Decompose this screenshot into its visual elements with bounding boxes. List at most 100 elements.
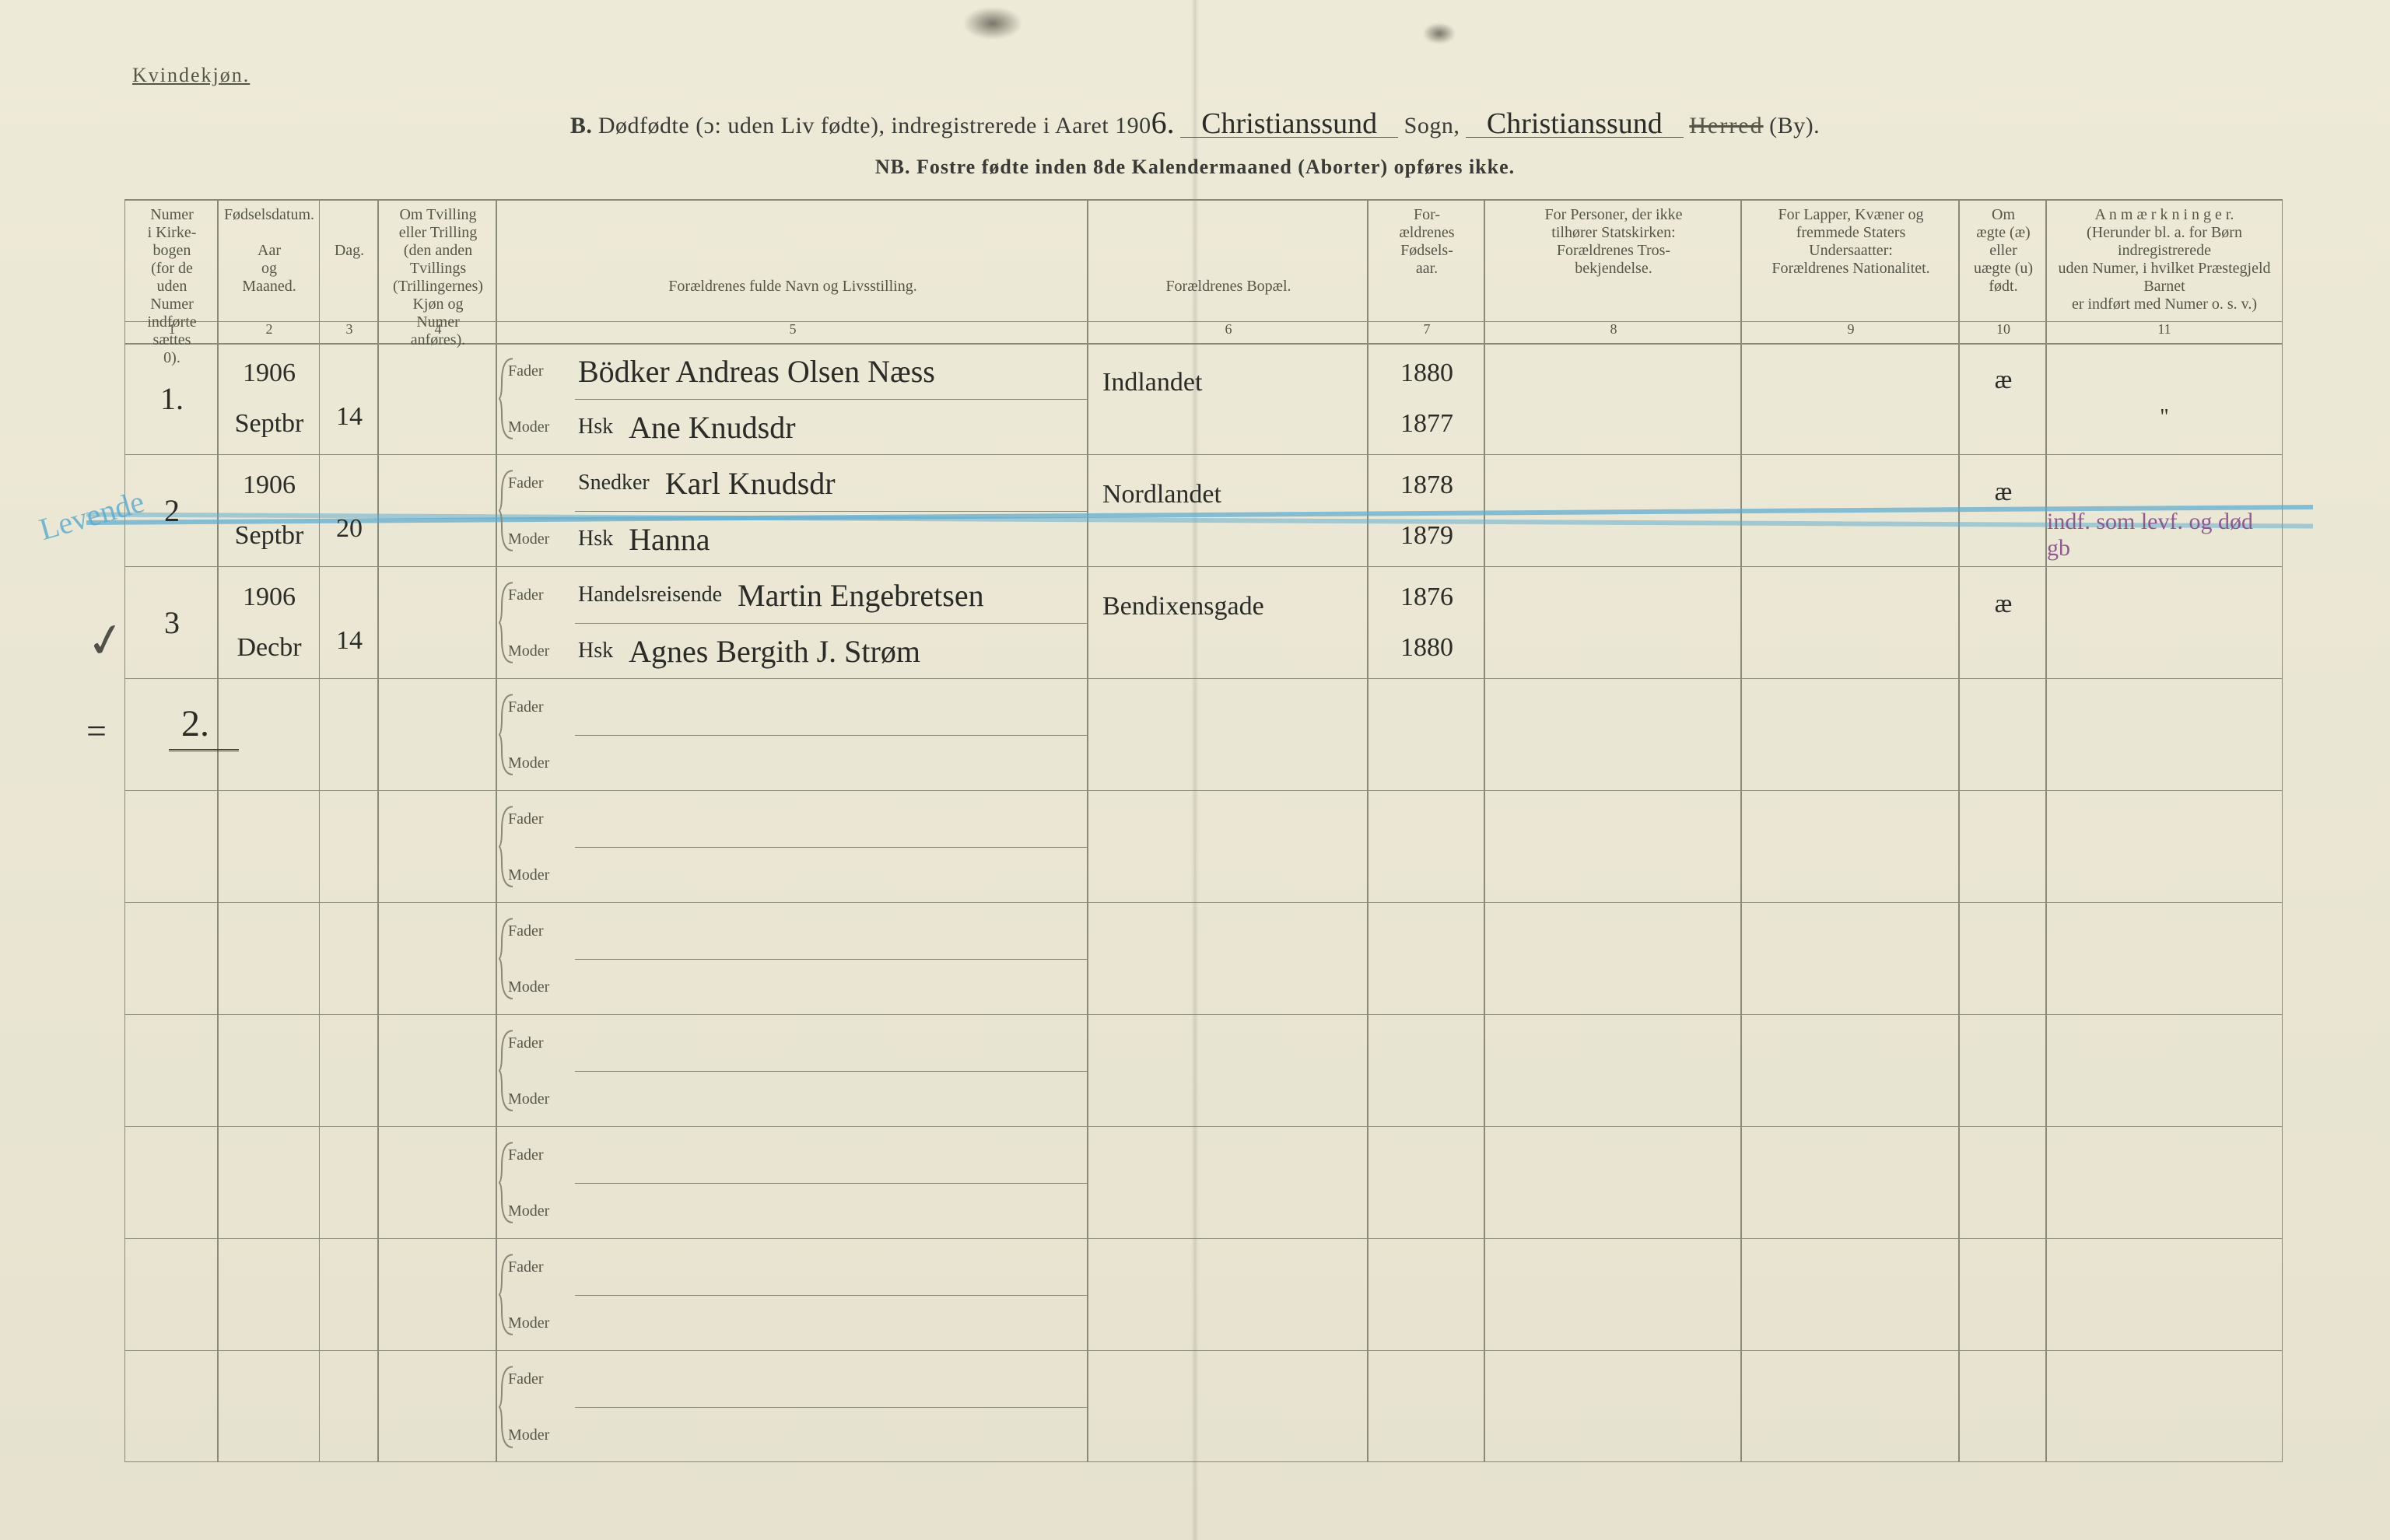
cell-statskirke — [1485, 343, 1742, 454]
mother-name: Ane Knudsdr — [629, 409, 795, 446]
col-number: 5 — [497, 321, 1088, 343]
mother-birthyear: 1877 — [1375, 409, 1479, 439]
cell-year-month: 1906 Septbr — [219, 455, 320, 566]
rows: 1. 1906 Septbr 14 Fader — [125, 343, 2282, 1461]
cell-aegte — [1960, 679, 2047, 790]
father-birthyear: 1876 — [1375, 583, 1479, 612]
residence: Bendixensgade — [1095, 589, 1362, 621]
month: Decbr — [225, 633, 314, 663]
mother-name: Hanna — [629, 521, 710, 558]
father-title: Snedker — [578, 471, 650, 495]
day: 14 — [326, 402, 373, 432]
role-label-mother: Moder — [508, 418, 562, 436]
gender-label: Kvindekjøn. — [132, 64, 250, 87]
cell-fodselsaar: 1878 1879 — [1368, 455, 1485, 566]
aegte-mark: æ — [1966, 366, 2041, 395]
year: 1906 — [225, 583, 314, 612]
role-label-mother: Moder — [508, 1202, 562, 1220]
purple-remark: indf. som levf. og død gb — [2047, 509, 2273, 562]
table-row: Fader Moder — [125, 1351, 2282, 1463]
father-name: Martin Engebretsen — [738, 577, 984, 614]
role-label-mother: Moder — [508, 754, 562, 772]
cell-parents: Fader Handelsreisende Martin Engebretsen… — [497, 567, 1088, 678]
subtitle: NB. Fostre fødte inden 8de Kalendermaane… — [0, 156, 2390, 179]
mother-title: Hsk — [578, 639, 613, 663]
cell-number: 2 — [125, 455, 219, 566]
cell-number: 1. — [125, 343, 219, 454]
by-label: (By). — [1769, 113, 1820, 138]
cell-bopael: Nordlandet — [1088, 455, 1368, 566]
cell-statskirke — [1485, 455, 1742, 566]
role-label-father: Fader — [508, 698, 562, 716]
cell-parents: Fader Moder — [497, 791, 1088, 902]
cell-statskirke — [1485, 679, 1742, 790]
cell-parents: Fader Moder — [497, 1351, 1088, 1463]
day: 20 — [326, 514, 373, 544]
cell-number: 3 — [125, 567, 219, 678]
cell-fodselsaar — [1368, 679, 1485, 790]
role-label-father: Fader — [508, 1370, 562, 1388]
cell-parents: Fader Bödker Andreas Olsen Næss Moder Hs… — [497, 343, 1088, 454]
role-label-father: Fader — [508, 1146, 562, 1164]
mother-name: Agnes Bergith J. Strøm — [629, 633, 920, 670]
cell-aegte: æ — [1960, 455, 2047, 566]
day: 14 — [326, 626, 373, 656]
cell-bopael: Indlandet — [1088, 343, 1368, 454]
table-row: = 2. Fader Moder — [125, 679, 2282, 791]
cell-remarks — [2047, 567, 2282, 678]
column-number-row: 1 2 3 4 5 6 7 8 9 10 11 — [125, 321, 2282, 343]
cell-parents: Fader Moder — [497, 903, 1088, 1014]
col-number: 1 — [125, 321, 219, 343]
cell-statskirke — [1485, 567, 1742, 678]
father-name: Bödker Andreas Olsen Næss — [578, 353, 935, 390]
tally-count: 2. — [181, 702, 209, 745]
mother-title: Hsk — [578, 415, 613, 439]
cell-aegte: æ — [1960, 343, 2047, 454]
aegte-mark: æ — [1966, 590, 2041, 619]
month: Septbr — [225, 409, 314, 439]
cell-parents: Fader Moder — [497, 679, 1088, 790]
page-title: B. Dødfødte (ɔ: uden Liv fødte), indregi… — [0, 104, 2390, 141]
role-label-mother: Moder — [508, 978, 562, 996]
ink-smudge — [1424, 23, 1455, 44]
col-number: 7 — [1368, 321, 1485, 343]
role-label-mother: Moder — [508, 642, 562, 660]
cell-bopael: Bendixensgade — [1088, 567, 1368, 678]
mother-title: Hsk — [578, 527, 613, 551]
role-label-father: Fader — [508, 362, 562, 380]
col-number: 2 — [219, 321, 320, 343]
title-prefix: Dødfødte (ɔ: uden Liv fødte), indregistr… — [598, 113, 1151, 138]
check-mark: ✓ — [82, 611, 130, 671]
aegte-mark: æ — [1966, 478, 2041, 507]
cell-remarks — [2047, 679, 2282, 790]
sogn-handwritten: Christianssund — [1180, 110, 1398, 138]
table-row: ✓ 3 1906 Decbr 14 — [125, 567, 2282, 679]
cell-tvilling — [379, 343, 497, 454]
cell-year-month: 1906 Decbr — [219, 567, 320, 678]
table-row: Fader Moder — [125, 791, 2282, 903]
cell-tvilling — [379, 455, 497, 566]
herred-handwritten: Christianssund — [1466, 110, 1684, 138]
residence: Indlandet — [1095, 365, 1362, 397]
cell-tvilling — [379, 679, 497, 790]
role-label-mother: Moder — [508, 1090, 562, 1108]
remarks-mother: " — [2053, 405, 2276, 430]
father-name: Karl Knudsdr — [665, 465, 836, 502]
cell-remarks: " — [2047, 343, 2282, 454]
ledger-table: Numer i Kirke- bogen (for de uden Numer … — [124, 199, 2283, 1462]
cell-tvilling — [379, 567, 497, 678]
cell-remarks: indf. som levf. og død gb — [2047, 455, 2282, 566]
cell-number: = 2. — [125, 679, 219, 790]
mother-birthyear: 1880 — [1375, 633, 1479, 663]
role-label-father: Fader — [508, 1258, 562, 1276]
role-label-father: Fader — [508, 1034, 562, 1052]
role-label-mother: Moder — [508, 1426, 562, 1444]
cell-year-month: 1906 Septbr — [219, 343, 320, 454]
table-row: Fader Moder — [125, 1239, 2282, 1351]
col-number: 11 — [2047, 321, 2282, 343]
year: 1906 — [225, 359, 314, 388]
role-label-father: Fader — [508, 586, 562, 604]
year: 1906 — [225, 471, 314, 500]
role-label-father: Fader — [508, 922, 562, 940]
ink-smudge — [965, 8, 1021, 39]
